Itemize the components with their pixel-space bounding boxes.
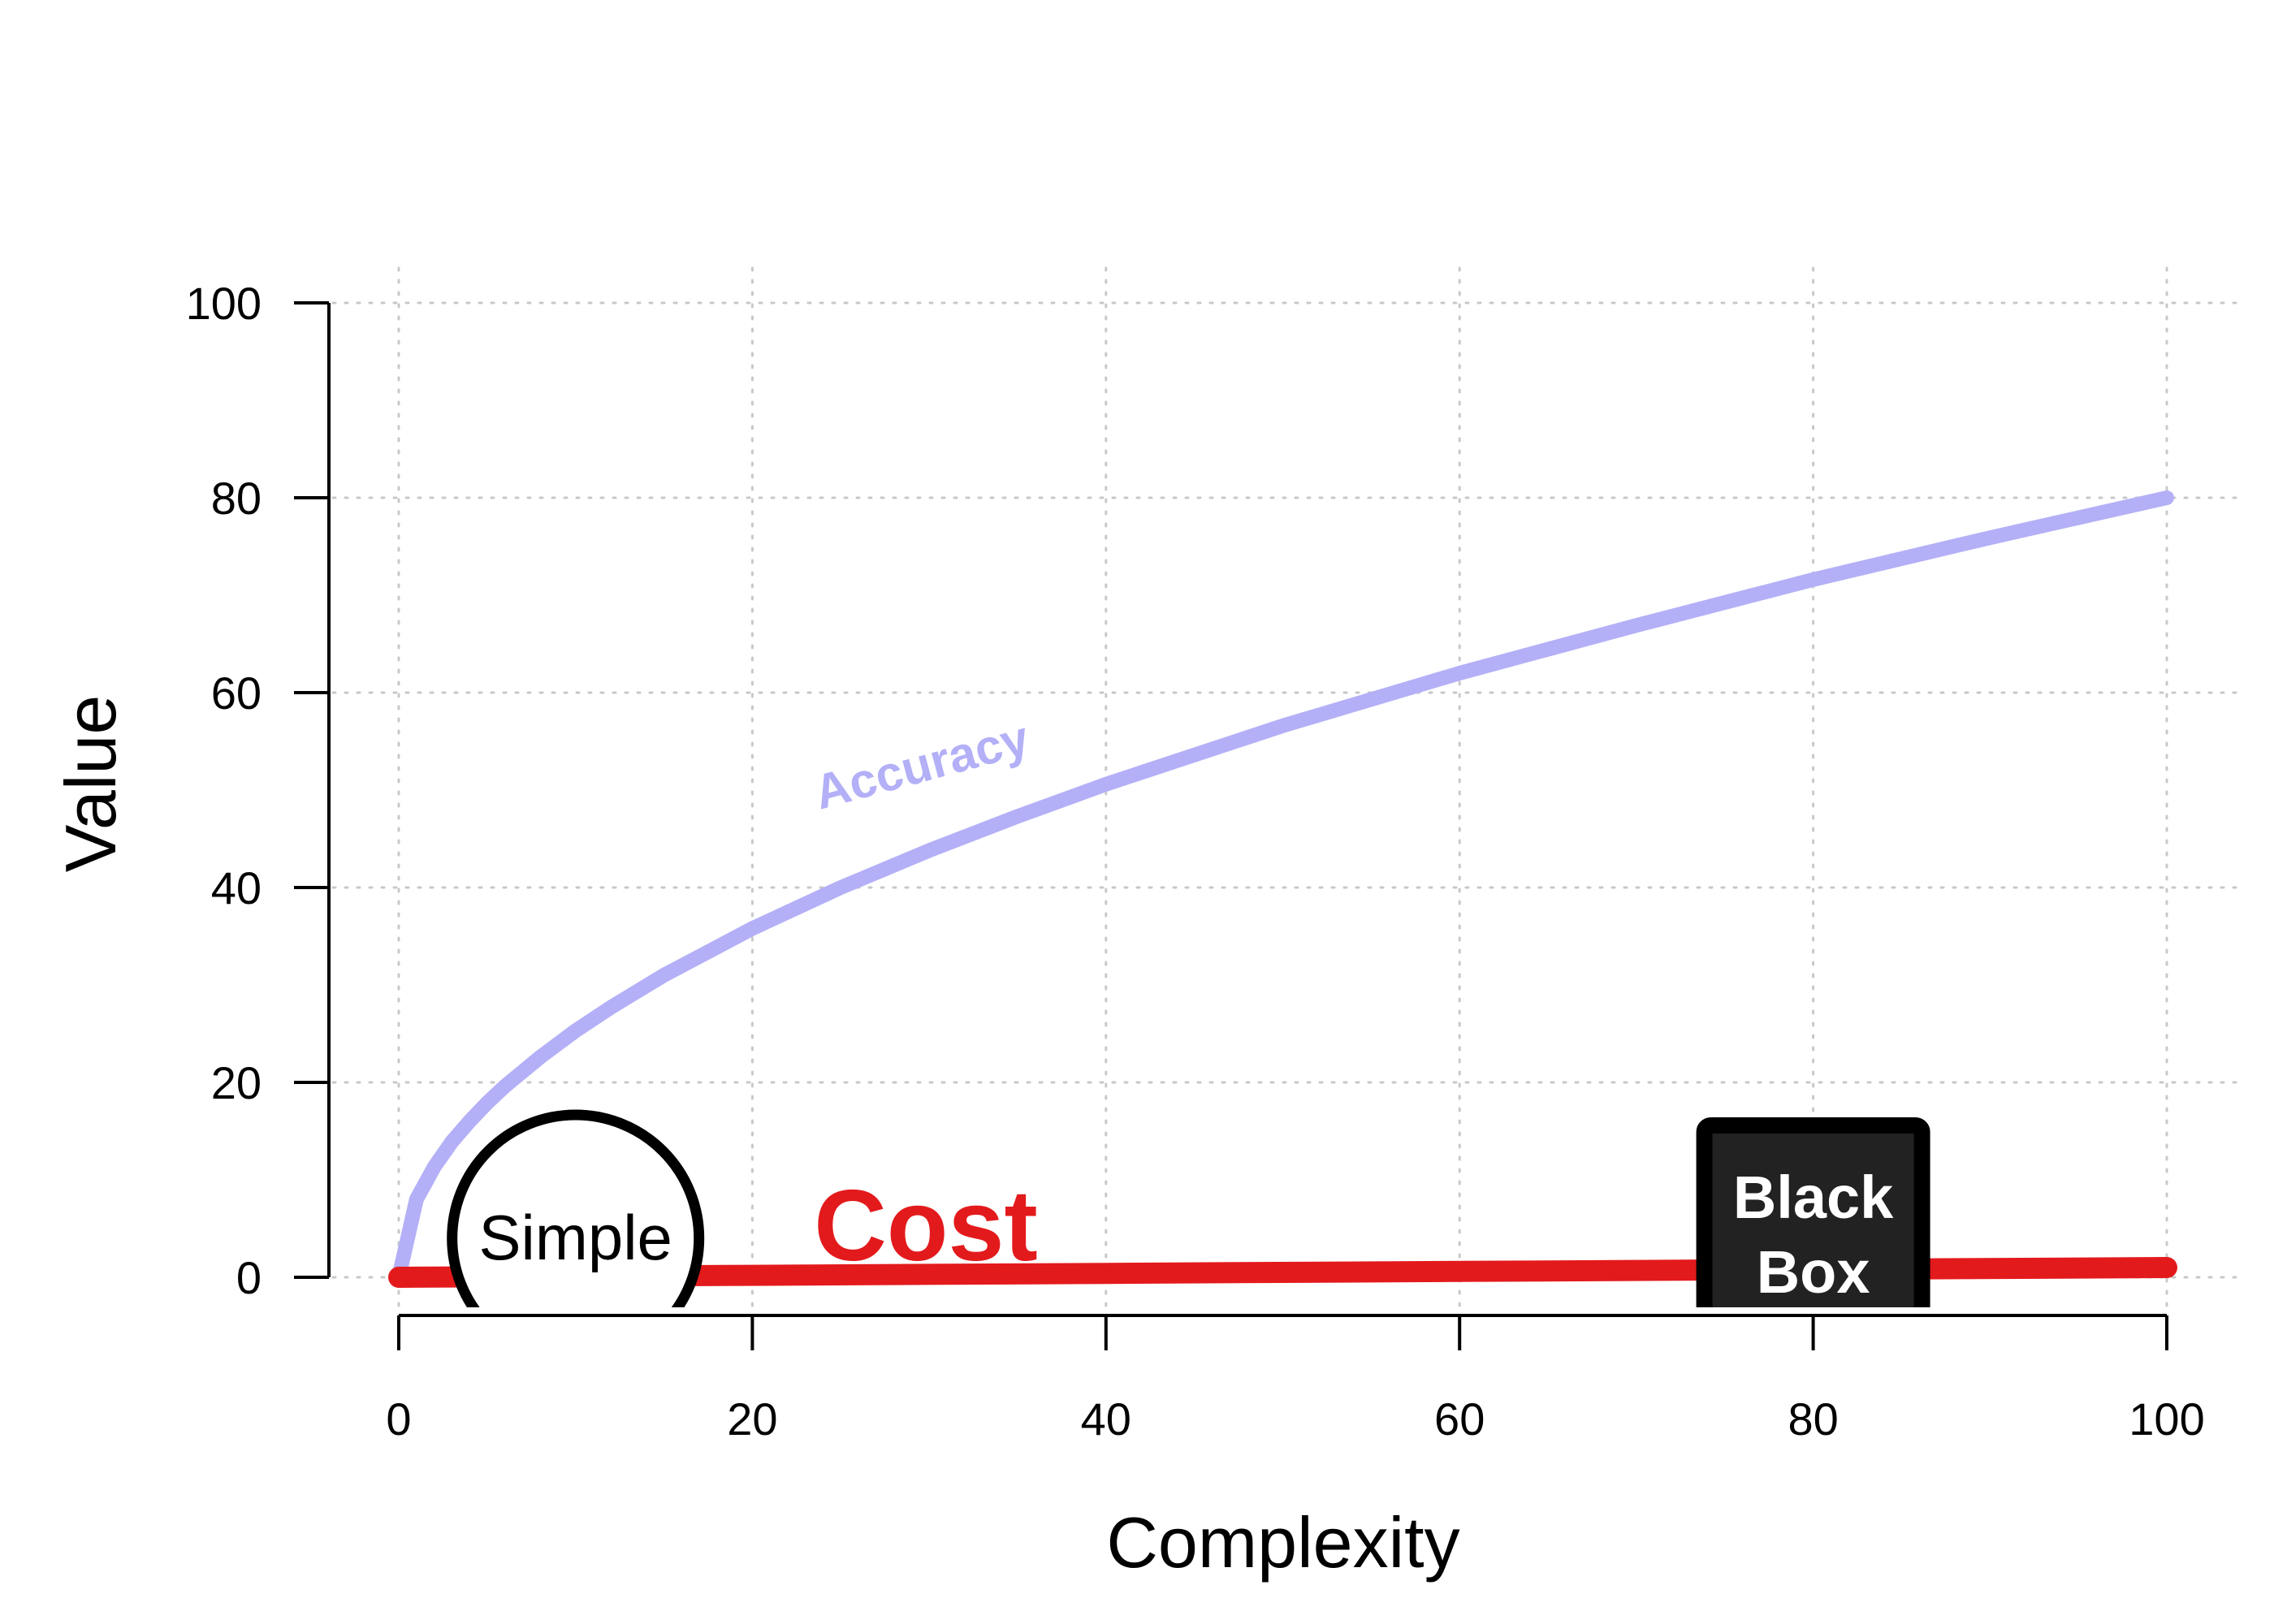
x-tick-label-20: 20 xyxy=(727,1393,777,1445)
x-tick-label-100: 100 xyxy=(2129,1393,2204,1445)
series-line-accuracy xyxy=(391,490,2174,1285)
simple-circle-marker xyxy=(447,1109,705,1307)
cost-series-label: Cost xyxy=(814,1170,1038,1282)
x-axis-title: Complexity xyxy=(1106,1502,1459,1583)
x-tick-label-40: 40 xyxy=(1081,1393,1131,1445)
axes: 0 20 40 60 80 100 0 20 40 60 80 100 xyxy=(186,278,2205,1445)
y-tick-label-40: 40 xyxy=(211,862,262,914)
y-axis-title: Value xyxy=(50,695,131,873)
y-tick-label-80: 80 xyxy=(211,473,262,524)
black-box-marker xyxy=(1696,1117,1930,1307)
simple-label: Simple xyxy=(478,1202,672,1273)
series-labels: Accuracy Cost xyxy=(809,710,1038,1282)
x-tick-label-0: 0 xyxy=(386,1393,411,1445)
black-box-label-line-1: Black xyxy=(1733,1164,1894,1231)
x-tick-label-80: 80 xyxy=(1788,1393,1838,1445)
y-tick-label-0: 0 xyxy=(236,1252,262,1303)
y-tick-label-100: 100 xyxy=(186,278,262,329)
black-box-label-line-2: Box xyxy=(1757,1238,1870,1306)
y-tick-label-60: 60 xyxy=(211,667,262,719)
x-tick-label-60: 60 xyxy=(1434,1393,1485,1445)
marker-layer: Simple Black Box xyxy=(447,1109,1930,1307)
accuracy-series-label: Accuracy xyxy=(809,710,1035,820)
y-tick-label-20: 20 xyxy=(211,1057,262,1108)
black-box-label: Black Box xyxy=(1733,1164,1894,1306)
